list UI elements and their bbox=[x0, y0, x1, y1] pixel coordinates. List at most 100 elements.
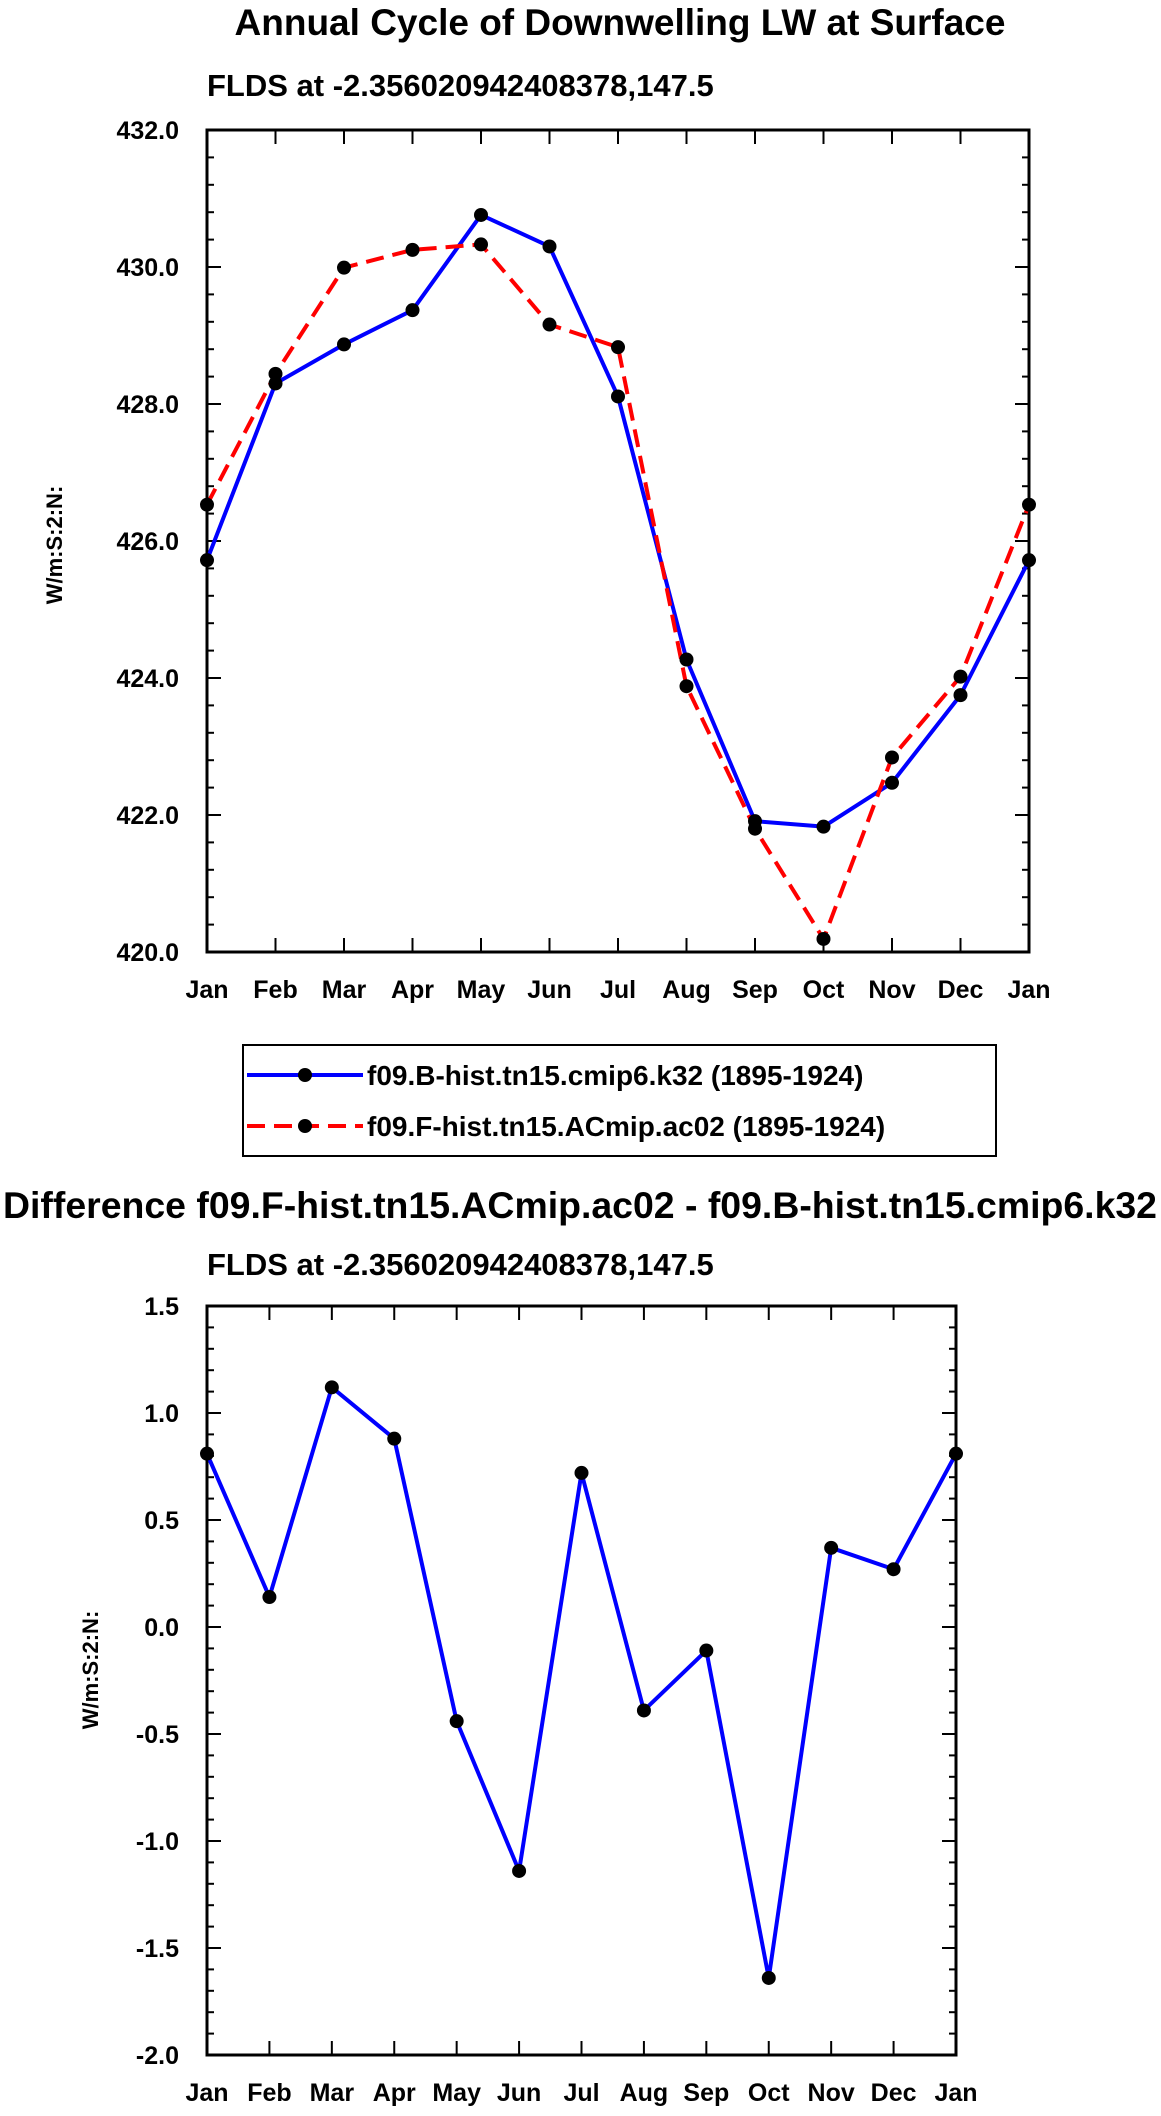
data-point-series-1 bbox=[761, 1970, 776, 1985]
data-point-series-1 bbox=[337, 337, 351, 352]
data-point-series-1 bbox=[512, 1863, 527, 1878]
x-tick-label: Aug bbox=[620, 2079, 669, 2107]
data-point-series-1 bbox=[679, 652, 694, 667]
y-tick-label: 422.0 bbox=[116, 802, 179, 830]
chart-subtitle: FLDS at -2.356020942408378,147.5 bbox=[207, 68, 714, 103]
chart-subtitle: FLDS at -2.356020942408378,147.5 bbox=[207, 1247, 714, 1282]
legend: f09.B-hist.tn15.cmip6.k32 (1895-1924) f0… bbox=[242, 1044, 997, 1157]
data-point-series-1 bbox=[200, 1446, 214, 1461]
x-tick-label: Jan bbox=[185, 976, 228, 1004]
y-tick-label: 420.0 bbox=[116, 939, 179, 967]
axis-ticks bbox=[206, 1305, 957, 2056]
data-point-series-1 bbox=[699, 1643, 714, 1658]
data-point-series-1 bbox=[474, 207, 488, 222]
data-point-series-2 bbox=[542, 317, 557, 332]
data-point-series-1 bbox=[262, 1590, 277, 1605]
y-tick-label: 424.0 bbox=[116, 665, 179, 693]
data-point-series-1 bbox=[611, 389, 625, 404]
x-tick-label: Nov bbox=[808, 2079, 855, 2107]
x-tick-label: Apr bbox=[373, 2079, 416, 2107]
plot-frame bbox=[205, 1304, 958, 2057]
data-point-series-2 bbox=[200, 497, 214, 512]
y-tick-label: 1.5 bbox=[144, 1293, 179, 1321]
data-point-series-1 bbox=[949, 1446, 963, 1461]
x-tick-label: Sep bbox=[732, 976, 778, 1004]
series-lines bbox=[205, 212, 1031, 941]
x-tick-label: Jun bbox=[497, 2079, 541, 2107]
data-point-series-2 bbox=[337, 260, 351, 275]
tick-labels: Jan Feb Mar Apr May Jun Jul Aug Sep Oct Nov Dec Jan-… bbox=[136, 1293, 978, 2107]
y-tick-label: -0.5 bbox=[136, 1721, 179, 1749]
data-point-series-1 bbox=[953, 688, 968, 703]
data-point-series-1 bbox=[574, 1465, 589, 1480]
data-point-series-1 bbox=[405, 303, 420, 318]
legend-label-series-2: f09.F-hist.tn15.ACmip.ac02 (1895-1924) bbox=[367, 1111, 885, 1142]
legend-marker-series-1 bbox=[298, 1068, 312, 1082]
data-point-series-2 bbox=[268, 366, 283, 381]
legend-box bbox=[242, 1044, 997, 1157]
data-point-series-1 bbox=[824, 1540, 839, 1555]
data-point-series-1 bbox=[449, 1714, 464, 1729]
data-point-series-2 bbox=[611, 340, 625, 355]
y-tick-label: 1.0 bbox=[144, 1400, 179, 1428]
x-tick-label: Jul bbox=[600, 976, 636, 1004]
x-tick-label: May bbox=[432, 2079, 481, 2107]
series-points bbox=[200, 1380, 963, 1985]
data-point-series-2 bbox=[953, 669, 968, 684]
data-point-series-2 bbox=[816, 931, 831, 946]
data-point-series-2 bbox=[748, 821, 762, 836]
x-tick-label: Jun bbox=[527, 976, 571, 1004]
y-tick-label: 432.0 bbox=[116, 117, 179, 145]
data-point-series-1 bbox=[542, 239, 557, 254]
series-line-1 bbox=[205, 212, 1031, 829]
series-points bbox=[200, 207, 1036, 946]
x-tick-label: Jan bbox=[934, 2079, 977, 2107]
y-tick-label: -1.5 bbox=[136, 1935, 179, 1963]
y-axis-label: W/m:S:2:N: bbox=[42, 486, 67, 605]
data-point-series-1 bbox=[200, 553, 214, 568]
chart-title: Annual Cycle of Downwelling LW at Surfac… bbox=[235, 2, 1006, 43]
x-tick-label: Jul bbox=[563, 2079, 599, 2107]
data-point-series-1 bbox=[636, 1703, 651, 1718]
x-tick-label: Mar bbox=[322, 976, 367, 1004]
data-point-series-2 bbox=[474, 237, 488, 252]
x-tick-label: May bbox=[457, 976, 506, 1004]
data-point-series-2 bbox=[1022, 497, 1036, 512]
data-point-series-1 bbox=[387, 1431, 402, 1446]
data-point-series-1 bbox=[1022, 553, 1036, 568]
y-tick-label: 430.0 bbox=[116, 254, 179, 282]
y-tick-label: 0.5 bbox=[144, 1507, 179, 1535]
y-tick-label: -2.0 bbox=[136, 2042, 179, 2070]
data-point-series-1 bbox=[885, 775, 899, 790]
data-point-series-2 bbox=[405, 242, 420, 257]
y-axis-label: W/m:S:2:N: bbox=[78, 1611, 103, 1730]
annual-cycle-chart: Annual Cycle of Downwelling LW at Surfac… bbox=[42, 2, 1051, 1004]
y-tick-label: 0.0 bbox=[144, 1614, 179, 1642]
x-tick-label: Oct bbox=[803, 976, 845, 1004]
plot-frame bbox=[205, 128, 1031, 954]
x-tick-label: Feb bbox=[247, 2079, 291, 2107]
legend-marker-series-2 bbox=[298, 1119, 312, 1133]
data-point-series-1 bbox=[816, 819, 831, 834]
x-tick-label: Mar bbox=[310, 2079, 355, 2107]
axis-ticks bbox=[206, 129, 1030, 953]
chart-title: Difference f09.F-hist.tn15.ACmip.ac02 - … bbox=[3, 1185, 1157, 1226]
data-point-series-1 bbox=[324, 1380, 339, 1395]
x-tick-label: Dec bbox=[938, 976, 984, 1004]
x-tick-label: Feb bbox=[253, 976, 297, 1004]
data-point-series-2 bbox=[679, 679, 694, 694]
x-tick-label: Jan bbox=[1007, 976, 1050, 1004]
x-tick-label: Nov bbox=[868, 976, 915, 1004]
x-tick-label: Aug bbox=[662, 976, 711, 1004]
data-point-series-2 bbox=[885, 750, 899, 765]
x-tick-label: Sep bbox=[683, 2079, 729, 2107]
data-point-series-1 bbox=[268, 376, 283, 391]
y-tick-label: 428.0 bbox=[116, 391, 179, 419]
legend-label-series-1: f09.B-hist.tn15.cmip6.k32 (1895-1924) bbox=[367, 1060, 863, 1091]
x-tick-label: Apr bbox=[391, 976, 434, 1004]
y-tick-label: 426.0 bbox=[116, 528, 179, 556]
x-tick-label: Jan bbox=[185, 2079, 228, 2107]
x-tick-label: Dec bbox=[871, 2079, 917, 2107]
difference-chart: Difference f09.F-hist.tn15.ACmip.ac02 - … bbox=[3, 1185, 1157, 2107]
